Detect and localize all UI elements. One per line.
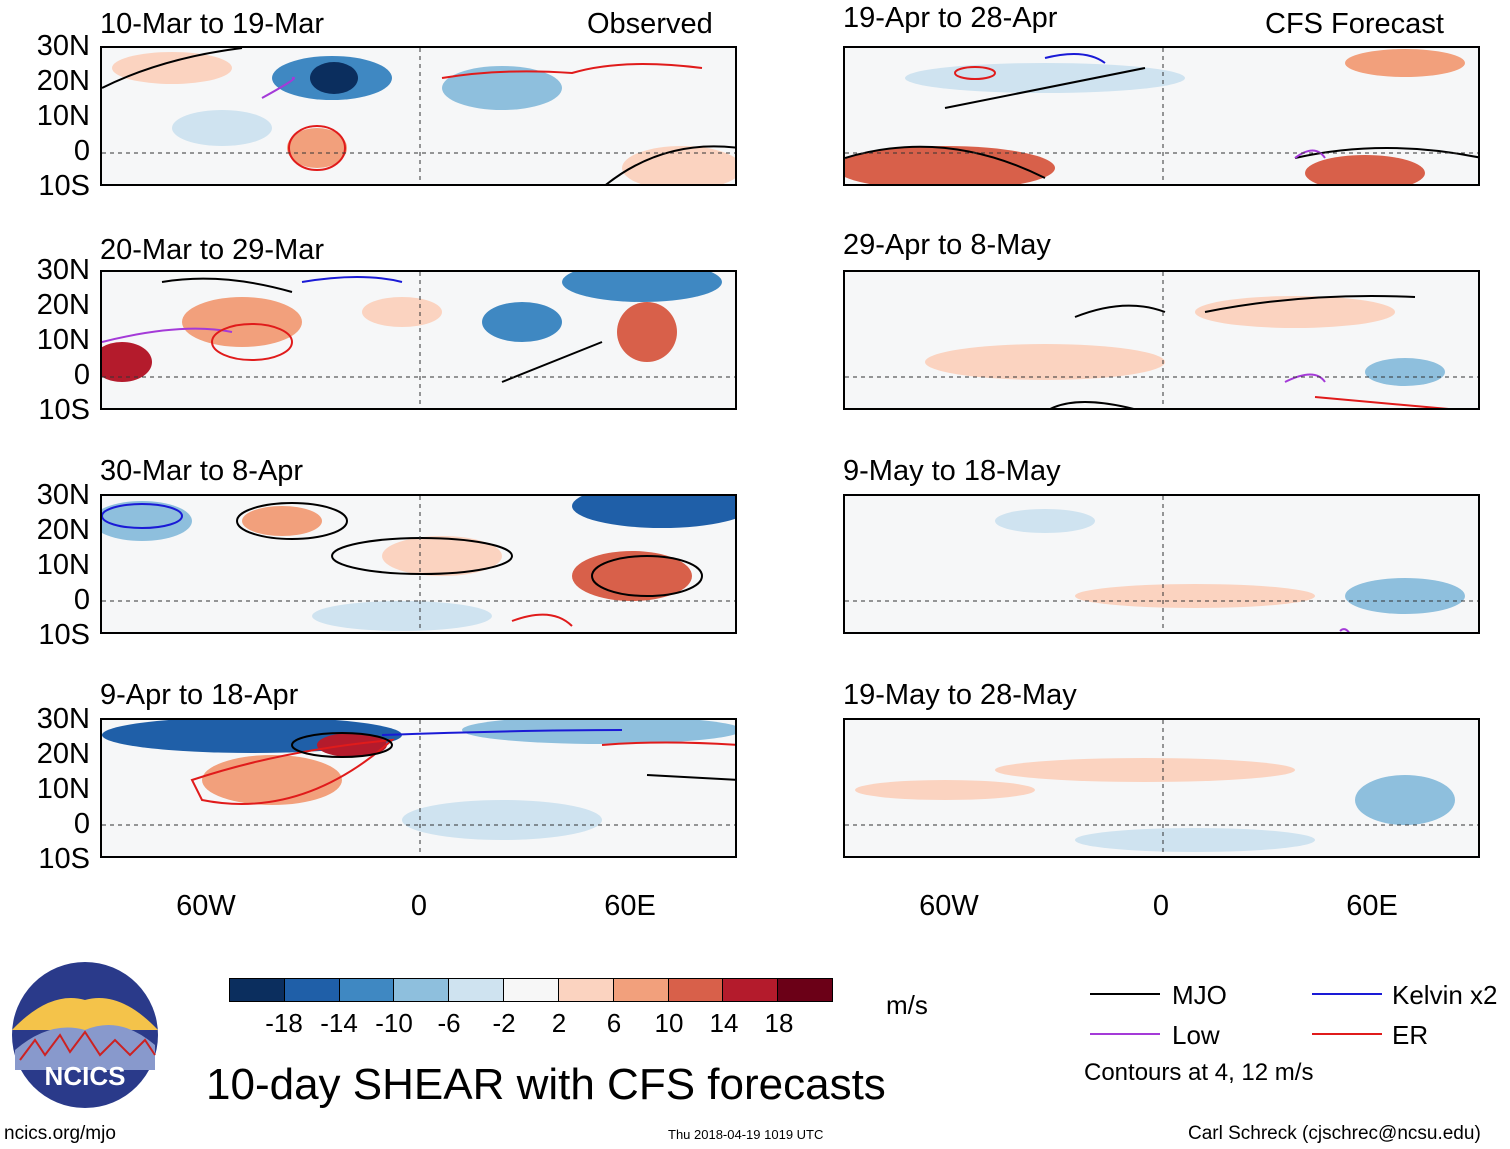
lat-label: 30N (36, 30, 90, 62)
shear-map (102, 496, 735, 632)
lat-label: 20N (36, 514, 90, 546)
colorbar-tick: 10 (654, 1008, 684, 1038)
kelvin-line (1312, 993, 1382, 995)
map-panel-forecast-3 (843, 494, 1480, 634)
lon-label: 0 (1152, 890, 1170, 922)
lat-label: 0 (73, 584, 90, 616)
map-panel-forecast-2 (843, 270, 1480, 410)
legend-kelvin: Kelvin x2 (1392, 980, 1498, 1010)
colorbar-tick: -18 (265, 1008, 303, 1038)
shear-map (102, 720, 735, 856)
colorbar-unit: m/s (886, 990, 928, 1020)
mjo-line (1090, 993, 1160, 995)
map-panel-forecast-1 (843, 46, 1480, 186)
footer-timestamp: Thu 2018-04-19 1019 UTC (668, 1127, 824, 1142)
lat-label: 20N (36, 65, 90, 97)
shear-map (102, 272, 735, 408)
lon-label: 60E (604, 890, 656, 922)
colorbar-swatch (394, 979, 450, 1001)
colorbar-swatch (230, 979, 285, 1001)
shear-map (845, 48, 1478, 184)
er-line (1312, 1033, 1382, 1035)
panel-title: 29-Apr to 8-May (843, 229, 1051, 261)
panel-title: 10-Mar to 19-Mar (100, 8, 325, 40)
colorbar-swatch (284, 979, 340, 1001)
legend-low: Low (1172, 1020, 1220, 1050)
footer-url[interactable]: ncics.org/mjo (4, 1123, 116, 1144)
colorbar-swatch (558, 979, 614, 1001)
map-panel-observed-1 (100, 46, 737, 186)
contour-note: Contours at 4, 12 m/s (1084, 1059, 1314, 1086)
colorbar-tick: -10 (375, 1008, 413, 1038)
panel-title: 19-Apr to 28-Apr (843, 2, 1058, 34)
shear-map (845, 496, 1478, 632)
map-panel-observed-3 (100, 494, 737, 634)
cfs-forecast-label: CFS Forecast (1265, 8, 1444, 40)
lat-label: 10N (36, 549, 90, 581)
panel-title: 20-Mar to 29-Mar (100, 234, 325, 266)
colorbar (229, 978, 833, 1002)
lat-label: 30N (36, 254, 90, 286)
footer-credit: Carl Schreck (cjschrec@ncsu.edu) (1188, 1123, 1481, 1144)
colorbar-tick: -6 (437, 1008, 461, 1038)
ncics-logo: NCICS (12, 962, 158, 1108)
lat-label: 0 (73, 808, 90, 840)
lon-label: 60W (176, 890, 236, 922)
lat-label: 20N (36, 738, 90, 770)
lat-label: 10N (36, 324, 90, 356)
colorbar-tick: 2 (551, 1008, 567, 1038)
colorbar-swatch (668, 979, 724, 1001)
lat-label: 30N (36, 479, 90, 511)
lat-label: 0 (73, 135, 90, 167)
lat-label: 10S (38, 170, 90, 202)
lat-label: 10N (36, 100, 90, 132)
colorbar-swatch (339, 979, 395, 1001)
colorbar-tick: -2 (492, 1008, 516, 1038)
lat-label: 10S (38, 394, 90, 426)
shear-map (845, 720, 1478, 856)
legend-er: ER (1392, 1020, 1429, 1050)
map-panel-observed-2 (100, 270, 737, 410)
shear-map (845, 272, 1478, 408)
colorbar-swatch (449, 979, 505, 1001)
lat-label: 20N (36, 289, 90, 321)
lon-label: 0 (410, 890, 428, 922)
lon-label: 60W (919, 890, 979, 922)
lat-label: 10S (38, 843, 90, 875)
shear-map (102, 48, 735, 184)
lat-label: 30N (36, 703, 90, 735)
colorbar-tick: 18 (764, 1008, 794, 1038)
legend-mjo: MJO (1172, 980, 1227, 1010)
colorbar-tick: 6 (606, 1008, 622, 1038)
panel-title: 9-Apr to 18-Apr (100, 679, 299, 711)
map-panel-observed-4 (100, 718, 737, 858)
panel-title: 30-Mar to 8-Apr (100, 455, 304, 487)
map-panel-forecast-4 (843, 718, 1480, 858)
observed-label: Observed (587, 8, 713, 40)
panel-title: 9-May to 18-May (843, 455, 1061, 487)
lon-label: 60E (1346, 890, 1398, 922)
colorbar-swatch (723, 979, 779, 1001)
colorbar-tick: -14 (320, 1008, 358, 1038)
colorbar-swatch (504, 979, 559, 1001)
colorbar-tick: 14 (709, 1008, 739, 1038)
low-line (1090, 1033, 1160, 1035)
colorbar-swatch (778, 979, 832, 1001)
lat-label: 10S (38, 619, 90, 651)
logo-text: NCICS (45, 1061, 126, 1091)
lat-label: 0 (73, 359, 90, 391)
colorbar-swatch (613, 979, 669, 1001)
lat-label: 10N (36, 773, 90, 805)
main-title: 10-day SHEAR with CFS forecasts (206, 1060, 886, 1109)
panel-title: 19-May to 28-May (843, 679, 1077, 711)
